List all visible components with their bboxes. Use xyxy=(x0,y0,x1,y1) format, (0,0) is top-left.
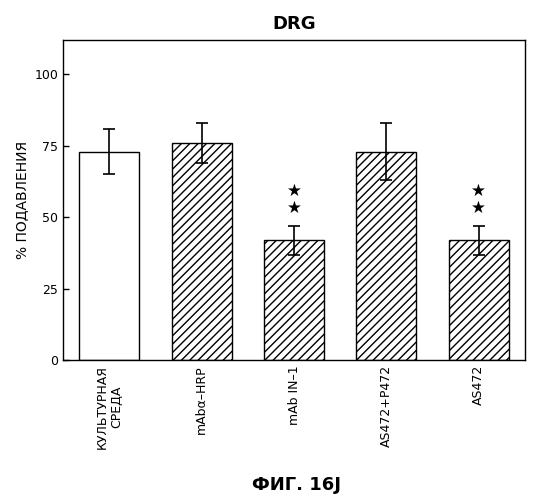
Text: ★: ★ xyxy=(471,182,486,200)
Text: ★: ★ xyxy=(471,200,486,218)
Bar xyxy=(172,143,232,360)
Title: DRG: DRG xyxy=(272,15,316,33)
Bar xyxy=(79,152,139,360)
Bar xyxy=(264,240,324,360)
Bar xyxy=(449,240,509,360)
Text: ★: ★ xyxy=(287,200,301,218)
Y-axis label: % ПОДАВЛЕНИЯ: % ПОДАВЛЕНИЯ xyxy=(15,141,29,259)
Bar xyxy=(356,152,416,360)
Text: ★: ★ xyxy=(287,182,301,200)
Text: ФИГ. 16J: ФИГ. 16J xyxy=(253,476,341,494)
